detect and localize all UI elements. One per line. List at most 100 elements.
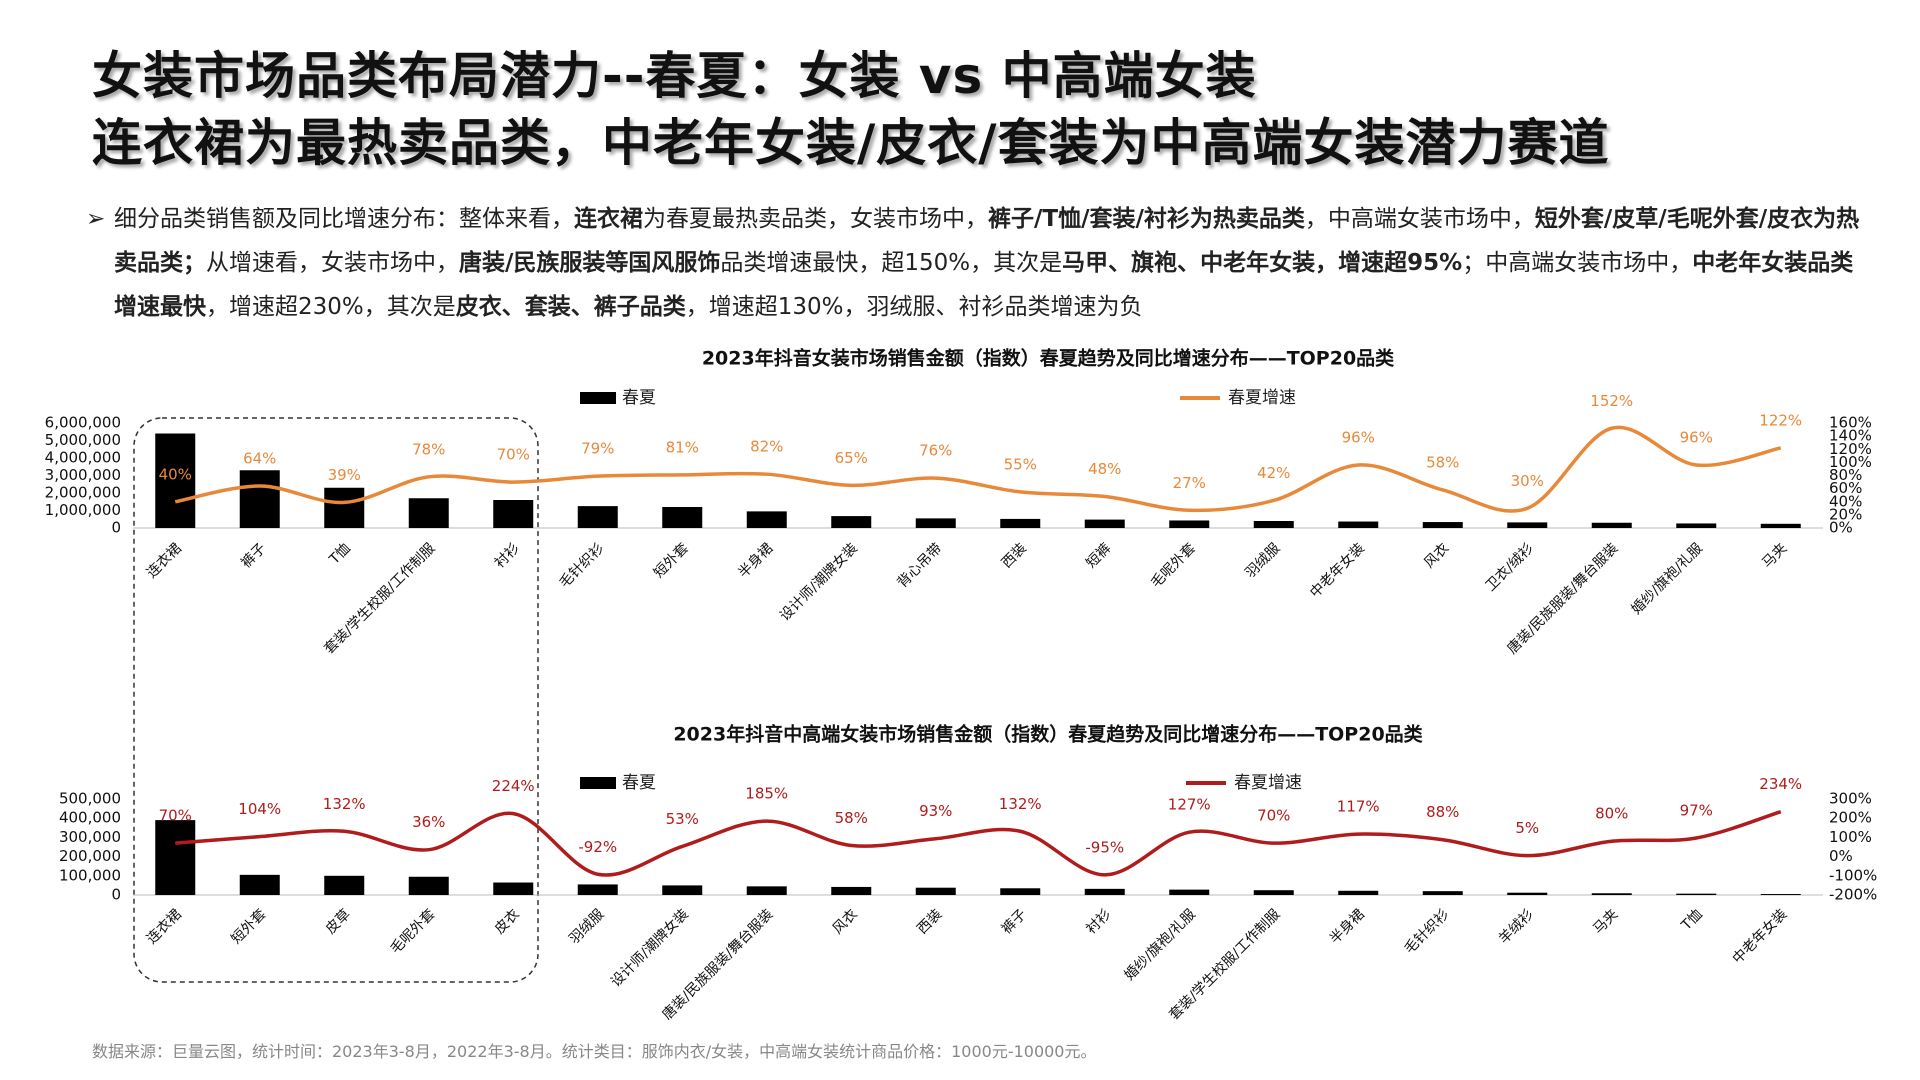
bar: [493, 500, 534, 528]
text-segment: 中老年女装品类增速最快: [114, 250, 1854, 320]
value-label: 27%: [1173, 474, 1206, 492]
bar: [1591, 893, 1632, 895]
charts: 2023年抖音女装市场销售金额（指数）春夏趋势及同比增速分布——TOP20品类 0…: [45, 347, 1878, 1021]
x-tick-label: 裤子: [238, 540, 269, 571]
bar: [1507, 892, 1548, 895]
value-label: 152%: [1590, 392, 1633, 410]
x-tick-label: 短裤: [1083, 540, 1114, 571]
bar: [1253, 890, 1294, 895]
bar: [915, 887, 956, 895]
bar: [239, 874, 280, 895]
value-label: 224%: [492, 777, 535, 795]
text-segment: ，增速超230%，其次是: [206, 294, 456, 320]
x-tick-label: 毛呢外套: [1148, 540, 1199, 591]
x-tick-label: 风衣: [1421, 540, 1452, 571]
value-label: 36%: [412, 813, 445, 831]
bar: [1676, 893, 1717, 895]
x-tick-label: 背心吊带: [894, 540, 945, 591]
y2-tick-label: 40%: [1829, 492, 1862, 510]
y2-tick-label: -200%: [1829, 886, 1877, 904]
y-tick-label: 300,000: [59, 828, 121, 846]
chart-title: 2023年抖音女装市场销售金额（指数）春夏趋势及同比增速分布——TOP20品类: [702, 347, 1394, 370]
y2-tick-label: -100%: [1829, 866, 1877, 884]
x-tick-label: 婚纱/旗袍/礼服: [1122, 906, 1199, 983]
bar: [1000, 518, 1041, 528]
value-label: 42%: [1257, 464, 1290, 482]
x-tick-label: 皮草: [323, 906, 354, 937]
y-tick-label: 400,000: [59, 809, 121, 827]
x-tick-label: 羽绒服: [1242, 540, 1283, 581]
bar: [1169, 889, 1210, 895]
y-tick-label: 0: [111, 886, 121, 904]
text-segment: 唐装/民族服装等国风服饰: [459, 250, 721, 276]
x-tick-label: 设计师/潮牌女装: [776, 540, 861, 625]
value-label: 58%: [835, 809, 868, 827]
legend-label: 春夏增速: [1234, 773, 1302, 793]
x-tick-label: T恤: [326, 540, 354, 568]
bar: [746, 886, 787, 895]
value-label: 96%: [1680, 429, 1713, 447]
value-label: 93%: [919, 802, 952, 820]
x-tick-label: 西装: [999, 540, 1030, 571]
value-label: 82%: [750, 438, 783, 456]
y-tick-label: 4,000,000: [45, 449, 121, 467]
x-tick-label: 半身裙: [1327, 906, 1368, 947]
text-segment: ；中高端女装市场中，: [1462, 250, 1693, 276]
x-tick-label: 羽绒服: [566, 906, 607, 947]
value-label: 64%: [243, 450, 276, 468]
value-label: 30%: [1511, 472, 1544, 490]
x-tick-label: 中老年女装: [1729, 906, 1791, 968]
y-tick-label: 500,000: [59, 790, 121, 808]
value-label: 39%: [328, 466, 361, 484]
x-tick-label: 风衣: [830, 906, 861, 937]
bar: [1422, 522, 1463, 528]
text-segment: 短外套/皮草/毛呢外套/皮衣为热卖品类；: [114, 206, 1860, 276]
y-tick-label: 2,000,000: [45, 484, 121, 502]
value-label: 122%: [1759, 411, 1802, 429]
legend-label: 春夏增速: [1228, 388, 1296, 408]
y-tick-label: 3,000,000: [45, 466, 121, 484]
text-segment: 品类增速最快，超150%，其次是: [720, 250, 1063, 276]
y2-tick-label: 0%: [1829, 519, 1853, 537]
growth-line: [175, 810, 1782, 877]
bullet-marker: ➢: [86, 206, 106, 232]
value-label: 40%: [159, 465, 192, 483]
bar: [408, 498, 449, 528]
x-tick-label: 毛针织衫: [1401, 906, 1452, 957]
x-tick-label: 衬衫: [492, 540, 523, 571]
y2-tick-label: 0%: [1829, 847, 1853, 865]
x-tick-label: 衬衫: [1083, 906, 1114, 937]
bar: [746, 511, 787, 528]
x-tick-label: 连衣裙: [144, 906, 185, 947]
y-tick-label: 100,000: [59, 866, 121, 884]
bar: [324, 875, 365, 895]
value-label: 48%: [1088, 460, 1121, 478]
y2-tick-label: 200%: [1829, 809, 1872, 827]
value-label: 80%: [1595, 805, 1628, 823]
bar: [1338, 521, 1379, 528]
title-line: 女装市场品类布局潜力--春夏：女装 vs 中高端女装: [92, 47, 1257, 105]
text-segment: ，增速超130%，羽绒服、衬衫品类增速为负: [685, 294, 1143, 320]
y2-tick-label: 140%: [1829, 427, 1872, 445]
growth-line: [174, 425, 1782, 513]
text-segment: 裤子/T恤/套装/衬衫为热卖品类: [988, 206, 1305, 232]
text-segment: 从增速看，女装市场中，: [206, 250, 459, 276]
y-tick-label: 5,000,000: [45, 431, 121, 449]
x-tick-label: 设计师/潮牌女装: [607, 906, 692, 991]
bar: [1422, 891, 1463, 895]
legend-label: 春夏: [622, 388, 656, 408]
value-label: 81%: [666, 438, 699, 456]
bar: [155, 433, 196, 528]
x-tick-label: T恤: [1678, 906, 1706, 934]
bar: [239, 470, 280, 528]
value-label: 127%: [1168, 796, 1211, 814]
bar: [1338, 890, 1379, 895]
bar: [1084, 888, 1125, 895]
text-segment: 为春夏最热卖品类，女装市场中，: [643, 206, 988, 232]
legend-swatch: [580, 392, 616, 404]
x-tick-label: 马夹: [1759, 540, 1790, 571]
y2-tick-label: 60%: [1829, 479, 1862, 497]
bar: [493, 882, 534, 895]
value-label: 96%: [1342, 429, 1375, 447]
